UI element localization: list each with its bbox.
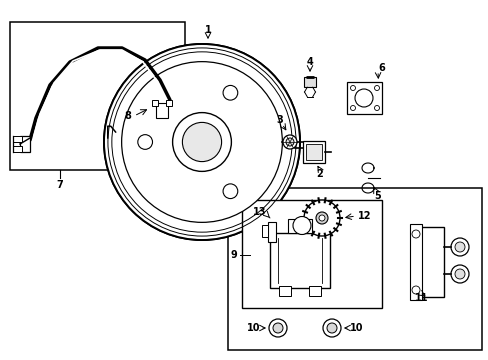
Circle shape [283,135,296,149]
Text: 11: 11 [414,293,428,303]
Circle shape [285,138,293,146]
Circle shape [374,85,379,90]
Circle shape [354,89,372,107]
Circle shape [122,62,282,222]
Text: 2: 2 [316,169,323,179]
Bar [152,100,158,106]
Circle shape [182,122,221,162]
Bar [242,200,381,308]
Circle shape [223,85,237,100]
Text: 4: 4 [306,57,313,67]
Text: 8: 8 [124,111,131,121]
Bar [305,144,321,160]
Circle shape [318,215,325,221]
Text: 7: 7 [57,180,63,190]
Circle shape [374,105,379,111]
Circle shape [315,212,327,224]
Bar [269,233,329,288]
Circle shape [454,242,464,252]
Bar [262,225,267,237]
Bar [304,77,315,87]
Text: 10: 10 [349,323,363,333]
Circle shape [350,85,355,90]
Text: 13: 13 [253,207,266,217]
Circle shape [350,105,355,111]
Bar [303,141,325,163]
Circle shape [138,135,152,149]
Bar [13,136,22,142]
Text: 10: 10 [246,323,260,333]
Circle shape [223,184,237,199]
Text: 12: 12 [357,211,371,221]
Bar [20,136,30,152]
Circle shape [272,323,283,333]
Circle shape [292,216,310,234]
Circle shape [268,319,286,337]
Bar [419,227,443,297]
Circle shape [411,230,419,238]
Circle shape [323,319,340,337]
Bar [10,22,184,170]
Text: 6: 6 [378,63,385,73]
Bar [165,100,172,106]
Circle shape [304,200,339,236]
Circle shape [450,265,468,283]
Circle shape [454,269,464,279]
Circle shape [411,286,419,294]
Circle shape [326,323,336,333]
Circle shape [450,238,468,256]
Bar [227,188,481,350]
Bar [409,224,421,300]
Text: 5: 5 [374,191,381,201]
Bar [308,285,320,296]
Text: 3: 3 [276,115,283,125]
Bar [156,103,168,118]
Bar [13,146,22,152]
Bar [347,82,382,114]
Circle shape [104,44,299,240]
Bar [279,285,290,296]
Bar [267,222,275,242]
Text: 1: 1 [204,25,211,35]
Circle shape [172,113,231,171]
Bar [287,219,311,233]
Text: 9: 9 [230,250,237,260]
